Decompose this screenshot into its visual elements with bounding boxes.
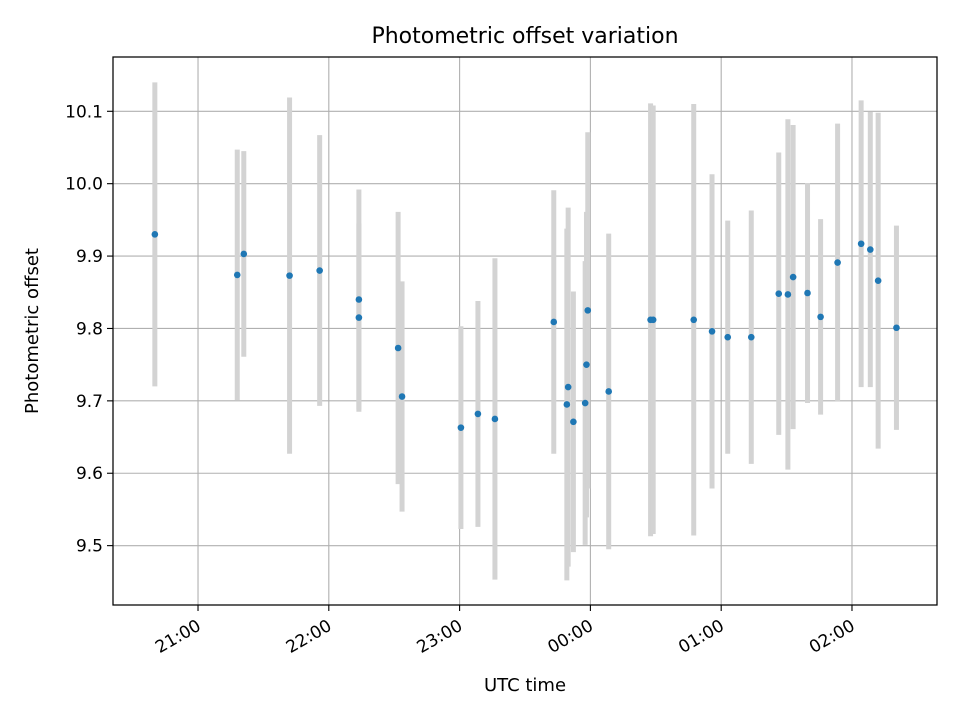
- data-point: [893, 324, 900, 332]
- data-point: [240, 250, 248, 258]
- data-point: [355, 314, 363, 321]
- data-point: [581, 399, 589, 407]
- x-tick-label: 01:00: [675, 616, 727, 658]
- x-tick-label: 21:00: [152, 616, 204, 658]
- data-point: [233, 271, 241, 279]
- data-point: [457, 424, 465, 431]
- data-point: [649, 316, 657, 324]
- chart-title: Photometric offset variation: [371, 24, 678, 49]
- data-point: [398, 393, 406, 400]
- data-point: [708, 328, 716, 335]
- x-axis-ticks: 21:00 22:00 23:00 00:00 01:00 02:00: [152, 605, 858, 658]
- data-point: [584, 307, 592, 314]
- data-point: [690, 316, 698, 324]
- data-point: [394, 344, 402, 352]
- x-tick-label: 22:00: [283, 616, 335, 658]
- x-tick-label: 23:00: [414, 616, 466, 658]
- data-point: [550, 318, 558, 326]
- x-tick-label: 02:00: [806, 616, 858, 658]
- y-tick-label: 9.9: [76, 247, 103, 267]
- data-point: [151, 231, 159, 238]
- data-point: [570, 418, 577, 426]
- data-point: [804, 289, 811, 297]
- data-point: [789, 273, 797, 281]
- data-point: [474, 410, 482, 418]
- data-point: [491, 415, 499, 423]
- plot-frame: [112, 56, 938, 606]
- data-point: [857, 240, 865, 248]
- x-axis-label: UTC time: [484, 675, 566, 696]
- y-axis-ticks: 9.5 9.6 9.7 9.8 9.9 10.0 10.1: [65, 102, 113, 557]
- error-bars: [152, 82, 899, 581]
- data-point: [605, 388, 613, 395]
- data-point: [563, 401, 571, 408]
- data-point: [834, 259, 841, 266]
- data-point: [747, 333, 755, 341]
- data-points: [151, 231, 900, 431]
- y-tick-label: 10.0: [65, 175, 103, 195]
- data-point: [866, 246, 874, 253]
- y-axis-label: Photometric offset: [22, 248, 43, 414]
- data-point: [775, 290, 783, 298]
- x-tick-label: 00:00: [544, 616, 596, 658]
- data-point: [286, 272, 293, 279]
- data-point: [316, 267, 323, 274]
- data-point: [564, 383, 572, 391]
- y-tick-label: 9.5: [76, 537, 103, 557]
- data-point: [784, 291, 792, 298]
- data-point: [724, 333, 732, 341]
- data-point: [355, 296, 363, 303]
- y-tick-label: 9.6: [76, 464, 103, 484]
- data-point: [817, 313, 824, 321]
- y-tick-label: 9.7: [76, 392, 103, 412]
- y-tick-label: 10.1: [65, 102, 103, 122]
- y-tick-label: 9.8: [76, 319, 103, 339]
- data-point: [583, 361, 590, 368]
- grid-lines: [113, 57, 937, 605]
- data-point: [874, 277, 882, 284]
